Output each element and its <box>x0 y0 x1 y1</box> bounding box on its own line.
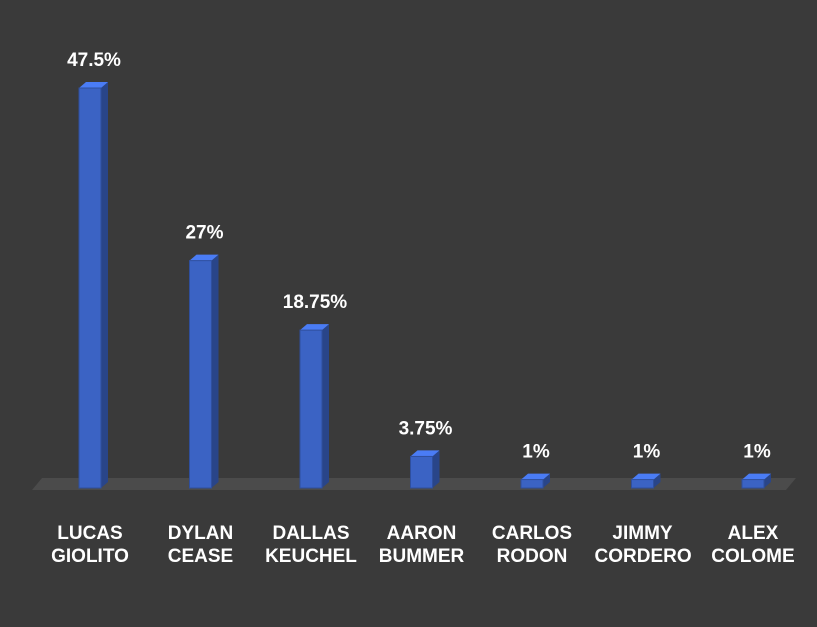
x-tick-label: AARON BUMMER <box>378 523 465 567</box>
x-tick-label: CARLOS RODON <box>491 523 573 567</box>
bar-top <box>300 324 329 331</box>
x-tick-label: DALLAS KEUCHEL <box>265 523 357 567</box>
x-tick-label: LUCAS GIOLITO <box>51 523 129 567</box>
bar <box>189 254 219 489</box>
x-tick-label: ALEX COLOME <box>711 523 795 567</box>
value-label: 3.75% <box>399 418 453 439</box>
bar <box>631 473 661 489</box>
bar-top <box>410 450 440 457</box>
bar-side <box>211 254 219 488</box>
bar-side <box>432 450 440 488</box>
bar-front <box>520 479 544 489</box>
value-label: 1% <box>633 442 661 463</box>
bar <box>741 473 771 489</box>
value-label: 18.75% <box>283 292 348 313</box>
x-tick-label: DYLAN CEASE <box>167 523 234 567</box>
value-label: 47.5% <box>67 50 121 71</box>
bar-front <box>78 87 102 489</box>
bar-side <box>101 82 108 488</box>
bar-side <box>322 324 329 488</box>
bar-top <box>79 82 108 88</box>
bar-front <box>299 329 323 489</box>
bar-side <box>764 473 771 488</box>
bar-side <box>653 473 661 488</box>
value-label: 1% <box>522 442 550 463</box>
bar-top <box>742 473 771 480</box>
x-tick-label: JIMMY CORDERO <box>594 523 692 567</box>
value-label: 1% <box>743 442 771 463</box>
bar <box>78 82 108 489</box>
bar-front <box>631 479 654 489</box>
bar-top <box>521 473 550 480</box>
bar <box>520 473 550 489</box>
value-label: 27% <box>185 223 223 244</box>
bar-top <box>631 473 661 480</box>
bar-top <box>189 254 219 261</box>
bar <box>410 450 440 489</box>
bar-front <box>741 479 765 489</box>
bar-front <box>410 455 433 489</box>
bar <box>299 324 329 489</box>
bar-front <box>189 260 212 489</box>
bar-side <box>543 473 550 488</box>
